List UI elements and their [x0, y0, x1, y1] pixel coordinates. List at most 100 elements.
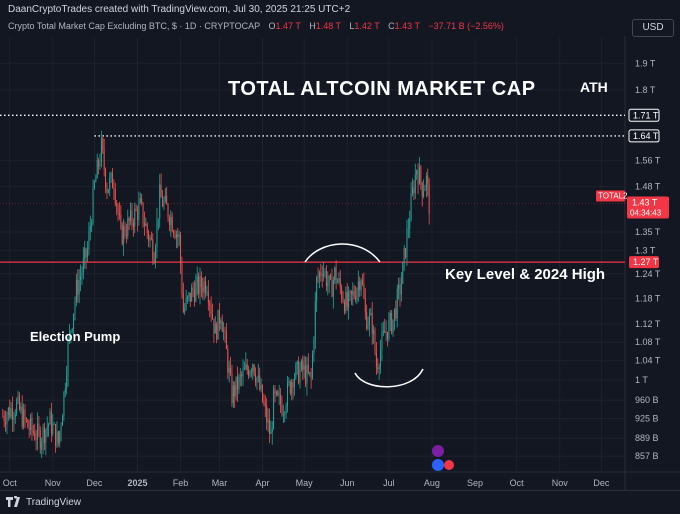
candle-body	[42, 427, 44, 443]
candle-body	[273, 388, 275, 429]
x-tick-label: Jul	[383, 478, 395, 488]
candle-body	[55, 424, 57, 447]
candle-body	[216, 324, 218, 340]
candle-body	[356, 289, 358, 301]
candle-body	[398, 284, 400, 290]
candle-body	[289, 381, 291, 394]
candle-body	[89, 226, 91, 232]
candle-body	[268, 419, 270, 435]
candle-body	[56, 431, 58, 447]
candle-body	[130, 209, 132, 222]
candle-body	[63, 392, 65, 417]
candle-body	[188, 292, 190, 297]
candle-body	[413, 187, 415, 194]
candle-body	[349, 291, 351, 293]
candle-body	[316, 277, 318, 302]
candle-body	[252, 364, 254, 372]
candle-body	[310, 372, 312, 379]
candle-body	[255, 374, 257, 383]
candle-body	[50, 411, 52, 434]
candle-body	[93, 182, 95, 188]
x-tick-label: Aug	[424, 478, 440, 488]
candle-body	[103, 149, 105, 170]
candle-body	[257, 375, 259, 378]
candle-body	[278, 394, 280, 396]
x-tick-label: Nov	[552, 478, 569, 488]
candle-body	[78, 280, 80, 295]
candle-body	[409, 220, 411, 229]
x-tick-label: May	[296, 478, 314, 488]
us-flag-icon	[432, 459, 444, 471]
candle-body	[91, 223, 93, 227]
candle-body	[100, 138, 102, 163]
x-tick-label: Oct	[3, 478, 18, 488]
candle-body	[384, 330, 386, 333]
candle-body	[80, 276, 82, 281]
candle-body	[357, 281, 359, 290]
candle-body	[62, 416, 63, 426]
candle-body	[375, 352, 377, 368]
candle-body	[71, 328, 73, 332]
y-tick-label: 1.48 T	[635, 182, 661, 192]
candle-body	[391, 312, 393, 333]
candle-body	[178, 235, 180, 237]
candle-body	[342, 298, 344, 302]
candle-body	[423, 190, 425, 197]
candle-body	[406, 229, 408, 258]
candle-body	[28, 427, 30, 430]
currency-button[interactable]: USD	[632, 19, 674, 37]
candle-body	[139, 198, 141, 203]
candle-body	[402, 261, 404, 284]
candle-body	[49, 411, 51, 425]
chart-grid	[0, 36, 680, 490]
candle-body	[30, 417, 32, 430]
candle-body	[284, 413, 286, 415]
ohlc-close: C1.43 T	[388, 21, 420, 31]
x-tick-label: Sep	[467, 478, 483, 488]
x-tick-label: Jun	[340, 478, 355, 488]
candle-body	[327, 282, 329, 287]
candle-body	[135, 209, 137, 211]
candle-body	[418, 166, 420, 185]
candle-body	[221, 320, 223, 332]
candle-body	[95, 178, 97, 183]
candle-body	[146, 224, 148, 233]
candle-body	[324, 271, 326, 273]
candle-body	[171, 216, 173, 232]
candle-body	[412, 187, 413, 194]
candle-body	[124, 225, 126, 235]
candle-body	[180, 235, 182, 265]
candle-body	[13, 416, 15, 420]
candle-body	[239, 375, 241, 377]
ath-annotation: ATH	[580, 79, 608, 95]
candle-body	[331, 278, 333, 297]
candle-body	[362, 280, 363, 284]
candle-body	[170, 216, 172, 226]
price-label-badge	[629, 256, 659, 269]
candle-body	[307, 364, 309, 373]
candle-body	[213, 318, 215, 334]
candle-body	[220, 320, 222, 324]
candle-body	[112, 172, 113, 189]
candle-body	[127, 218, 129, 236]
candle-body	[14, 414, 16, 417]
candle-body	[99, 162, 101, 167]
candle-body	[53, 424, 55, 425]
symbol-name[interactable]: Crypto Total Market Cap Excluding BTC, $…	[8, 21, 260, 31]
candle-body	[302, 360, 304, 371]
candle-body	[159, 184, 161, 219]
candle-body	[82, 258, 84, 273]
x-tick-label: Oct	[510, 478, 525, 488]
candle-body	[321, 275, 323, 276]
candle-body	[364, 298, 366, 313]
candle-body	[174, 233, 176, 239]
x-tick-label: Nov	[45, 478, 62, 488]
candle-body	[228, 367, 230, 373]
candle-body	[37, 423, 38, 440]
bottom-arc-drawing	[354, 368, 424, 388]
candle-body	[403, 248, 405, 262]
candle-body	[184, 308, 186, 313]
candle-body	[231, 373, 233, 404]
candle-body	[425, 175, 427, 188]
